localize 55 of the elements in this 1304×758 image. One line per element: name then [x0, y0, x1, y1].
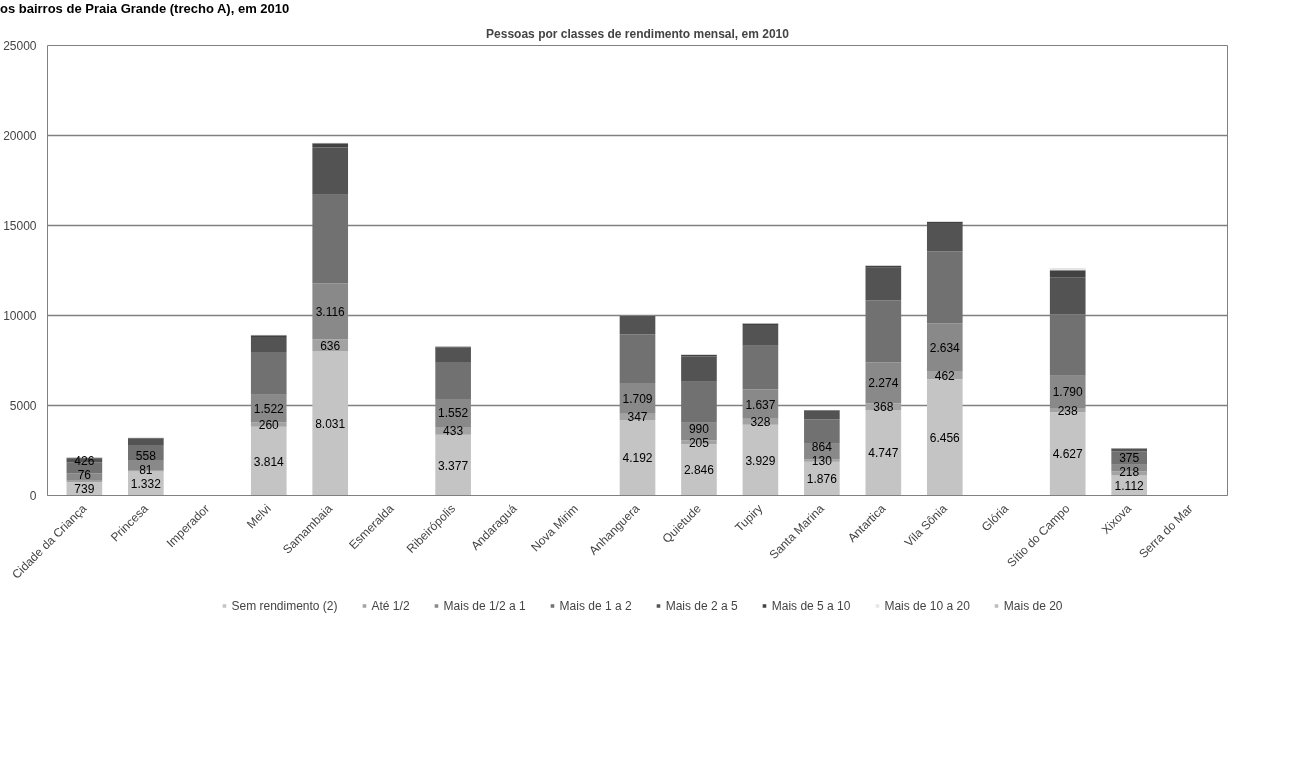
data-label: 1.637 [745, 397, 776, 412]
data-label: 990 [688, 421, 710, 436]
data-label: 8.031 [315, 416, 346, 431]
data-label: 864 [811, 439, 833, 454]
data-label: 3.814 [253, 454, 285, 469]
data-label: 76 [77, 467, 92, 482]
data-label: 462 [934, 368, 956, 383]
data-label: 4.192 [622, 450, 653, 465]
data-label: 1.709 [622, 391, 653, 406]
y-tick-label: 20000 [3, 128, 37, 143]
data-label: 130 [811, 453, 833, 468]
y-tick-label: 10000 [3, 308, 37, 323]
y-tick-label: 0 [29, 488, 37, 503]
data-label: 205 [688, 435, 710, 450]
data-label: 3.116 [315, 304, 346, 319]
data-label: 347 [627, 409, 648, 424]
y-tick-label: 25000 [3, 38, 37, 53]
legend-label: Mais de 10 a 20 [884, 598, 970, 613]
data-label: 6.456 [929, 430, 961, 445]
data-label: 3.929 [745, 453, 776, 468]
y-tick-label: 5000 [9, 398, 37, 413]
data-label: 1.522 [253, 401, 285, 416]
data-label: 218 [1119, 464, 1140, 479]
data-label: 3.377 [438, 458, 469, 473]
data-label: 4.747 [868, 445, 899, 460]
chart-title: Pessoas por classes de rendimento mensal, em 2010 [486, 26, 790, 41]
legend-label: Mais de 1/2 a 1 [443, 598, 526, 613]
data-label: 260 [258, 417, 280, 432]
data-label: 426 [74, 453, 95, 468]
legend-label: Até 1/2 [371, 598, 410, 613]
data-label: 1.876 [806, 471, 838, 486]
legend-label: Mais de 5 a 10 [771, 598, 851, 613]
data-label: 2.634 [929, 340, 961, 355]
data-label: 238 [1057, 403, 1079, 418]
data-label: 328 [750, 414, 771, 429]
data-label: 636 [320, 338, 341, 353]
data-label: 368 [873, 399, 894, 414]
data-label: 2.274 [868, 376, 899, 391]
data-label: 375 [1119, 450, 1140, 465]
data-label: 1.112 [1114, 478, 1145, 493]
data-label: 1.552 [438, 406, 469, 421]
data-label: 558 [135, 448, 157, 463]
data-label: 1.332 [130, 476, 162, 491]
data-label: 4.627 [1052, 446, 1084, 461]
data-label: 81 [139, 462, 153, 477]
data-label: 433 [443, 423, 464, 438]
legend-label: Sem rendimento (2) [231, 598, 338, 613]
legend-label: Mais de 2 a 5 [665, 598, 738, 613]
data-label: 1.790 [1052, 384, 1084, 399]
data-label: 739 [74, 481, 95, 496]
text: os bairros de Praia Grande (trecho A), em 2010 [0, 0, 290, 18]
data-label: 2.846 [683, 462, 715, 477]
legend-label: Mais de 1 a 2 [559, 598, 632, 613]
y-tick-label: 15000 [3, 218, 37, 233]
legend-label: Mais de 20 [1003, 598, 1063, 613]
